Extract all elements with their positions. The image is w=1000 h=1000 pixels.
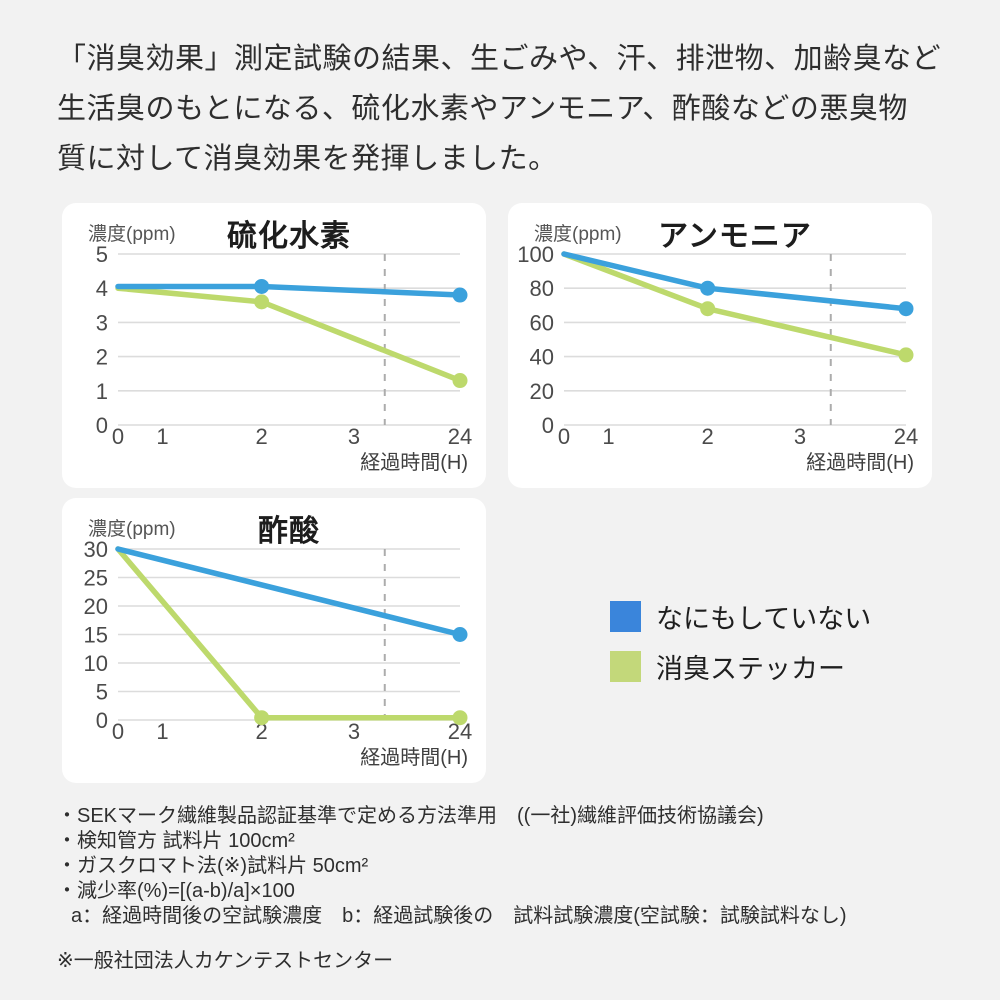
note-line: ・検知管方 試料片 100cm² [57, 830, 295, 852]
legend-label-deodorant-sticker: 消臭ステッカー [656, 654, 845, 684]
svg-text:1: 1 [96, 379, 108, 404]
svg-text:24: 24 [448, 424, 472, 449]
y-axis-unit-label: 濃度(ppm) [534, 224, 622, 245]
svg-text:15: 15 [84, 623, 108, 648]
svg-text:30: 30 [84, 537, 108, 562]
svg-text:3: 3 [96, 310, 108, 335]
chart-card-hydrogen-sulfide: 濃度(ppm) 硫化水素 0 1 2 3 4 5 0 1 2 3 24 経過時間(H) [62, 203, 486, 488]
svg-text:40: 40 [530, 345, 554, 370]
header-line: 生活臭のもとになる、硫化水素やアンモニア、酢酸などの悪臭物 [57, 93, 908, 125]
svg-text:0: 0 [542, 413, 554, 438]
svg-text:24: 24 [894, 424, 918, 449]
svg-text:25: 25 [84, 566, 108, 591]
svg-text:5: 5 [96, 680, 108, 705]
svg-text:1: 1 [156, 719, 168, 744]
svg-text:20: 20 [530, 379, 554, 404]
svg-text:100: 100 [517, 242, 554, 267]
note-line: ・ガスクロマト法(※)試料片 50cm² [57, 855, 369, 877]
svg-text:20: 20 [84, 594, 108, 619]
header-line: 質に対して消臭効果を発揮しました。 [57, 143, 558, 175]
svg-text:0: 0 [112, 719, 124, 744]
legend-item-deodorant-sticker: 消臭ステッカー [610, 651, 871, 684]
chart-title-hydrogen-sulfide: 硫化水素 [227, 220, 351, 253]
svg-text:10: 10 [84, 651, 108, 676]
svg-text:3: 3 [348, 424, 360, 449]
svg-text:4: 4 [96, 276, 108, 301]
x-axis-label: 経過時間(H) [360, 452, 468, 474]
header-text: 「消臭効果」測定試験の結果、生ごみや、汗、排泄物、加齢臭など 生活臭のもとになる… [57, 34, 941, 184]
svg-text:0: 0 [96, 708, 108, 733]
note-line: ・減少率(%)=[(a-b)/a]×100 [57, 880, 295, 902]
svg-text:3: 3 [794, 424, 806, 449]
svg-text:1: 1 [156, 424, 168, 449]
svg-text:0: 0 [112, 424, 124, 449]
y-axis-unit-label: 濃度(ppm) [88, 519, 176, 540]
svg-text:2: 2 [702, 424, 714, 449]
svg-text:2: 2 [256, 424, 268, 449]
svg-text:3: 3 [348, 719, 360, 744]
svg-text:0: 0 [558, 424, 570, 449]
svg-text:1: 1 [602, 424, 614, 449]
svg-text:2: 2 [256, 719, 268, 744]
source-note: ※一般社団法人カケンテストセンター [57, 950, 394, 972]
chart-card-acetic-acid: 濃度(ppm) 酢酸 0 5 10 15 20 25 30 0 1 2 3 24 経過時間(H) [62, 498, 486, 783]
note-line: a：経過時間後の空試験濃度 b：経過試験後の 試料試験濃度(空試験：試験試料なし… [71, 905, 847, 927]
method-notes: ・SEKマーク繊維製品認証基準で定める方法準用 ((一社)繊維評価技術協議会) … [57, 804, 847, 974]
svg-text:0: 0 [96, 413, 108, 438]
legend-label-untreated: なにもしていない [656, 604, 872, 634]
chart-legend: なにもしていない 消臭ステッカー [610, 601, 871, 701]
note-line: ・SEKマーク繊維製品認証基準で定める方法準用 ((一社)繊維評価技術協議会) [57, 805, 764, 827]
green-legend-swatch-icon [610, 651, 641, 682]
chart-card-ammonia: 濃度(ppm) アンモニア 0 20 40 60 80 100 0 1 2 3 24 経過時間(H) [508, 203, 932, 488]
svg-text:80: 80 [530, 276, 554, 301]
svg-text:2: 2 [96, 345, 108, 370]
header-line: 「消臭効果」測定試験の結果、生ごみや、汗、排泄物、加齢臭など [57, 43, 942, 75]
chart-title-acetic-acid: 酢酸 [258, 515, 320, 548]
svg-text:60: 60 [530, 310, 554, 335]
x-axis-label: 経過時間(H) [806, 452, 914, 474]
chart-title-ammonia: アンモニア [658, 220, 812, 253]
svg-text:5: 5 [96, 242, 108, 267]
legend-item-untreated: なにもしていない [610, 601, 871, 634]
blue-legend-swatch-icon [610, 601, 641, 632]
y-axis-unit-label: 濃度(ppm) [88, 224, 176, 245]
x-axis-label: 経過時間(H) [360, 747, 468, 769]
